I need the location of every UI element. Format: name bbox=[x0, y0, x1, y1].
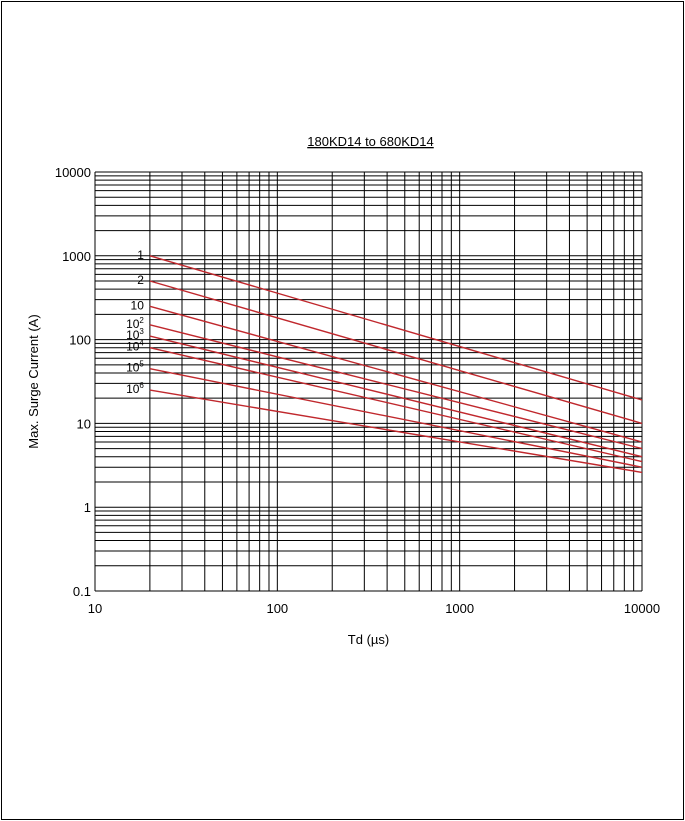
series-label-exponent: 3 bbox=[139, 327, 144, 336]
chart-series-lines bbox=[149, 255, 643, 474]
series-line-4 bbox=[149, 324, 643, 450]
series-label-base: 10 bbox=[131, 298, 145, 312]
series-label-base: 10 bbox=[126, 317, 140, 331]
series-label: 1 bbox=[137, 248, 144, 262]
series-label-base: 1 bbox=[137, 248, 144, 262]
series-label: 104 bbox=[126, 339, 144, 354]
y-tick-label: 1000 bbox=[62, 249, 91, 264]
series-line-1 bbox=[149, 255, 643, 401]
series-label: 10 bbox=[131, 298, 145, 312]
series-label: 103 bbox=[126, 327, 144, 342]
chart-grid bbox=[94, 171, 643, 592]
x-tick-label: 1000 bbox=[445, 601, 474, 616]
y-tick-label: 1 bbox=[84, 500, 91, 515]
x-axis-label: Td (µs) bbox=[348, 632, 389, 647]
y-tick-label: 10000 bbox=[55, 165, 91, 180]
series-line-6 bbox=[149, 347, 643, 463]
series-line-7 bbox=[149, 368, 643, 468]
series-label-base: 10 bbox=[126, 382, 140, 396]
series-label: 2 bbox=[137, 273, 144, 287]
series-label-exponent: 4 bbox=[139, 339, 144, 348]
series-label-exponent: 6 bbox=[139, 381, 144, 390]
x-tick-label: 10000 bbox=[624, 601, 660, 616]
y-tick-label: 100 bbox=[69, 333, 91, 348]
series-label: 102 bbox=[126, 316, 144, 331]
series-label: 105 bbox=[126, 360, 144, 375]
series-label-base: 10 bbox=[126, 361, 140, 375]
chart-tick-labels: 10 100 1000 10000 0.1 1 10 100 1000 10000 bbox=[55, 165, 660, 616]
y-tick-label: 0.1 bbox=[73, 584, 91, 599]
y-axis-label: Max. Surge Current (A) bbox=[26, 314, 41, 448]
series-label-base: 10 bbox=[126, 328, 140, 342]
series-label: 106 bbox=[126, 381, 144, 396]
x-tick-label: 100 bbox=[266, 601, 288, 616]
y-tick-label: 10 bbox=[77, 416, 91, 431]
series-label-base: 10 bbox=[126, 340, 140, 354]
series-line-2 bbox=[149, 280, 643, 425]
series-line-5 bbox=[149, 335, 643, 458]
series-line-3 bbox=[149, 305, 643, 443]
chart-labels: 180KD14 to 680KD14 Td (µs) Max. Surge Cu… bbox=[26, 134, 434, 647]
series-label-base: 2 bbox=[137, 273, 144, 287]
series-label-exponent: 5 bbox=[139, 360, 144, 369]
series-label-exponent: 2 bbox=[139, 316, 144, 325]
x-tick-label: 10 bbox=[88, 601, 102, 616]
chart-title: 180KD14 to 680KD14 bbox=[307, 134, 433, 149]
series-line-8 bbox=[149, 389, 643, 474]
